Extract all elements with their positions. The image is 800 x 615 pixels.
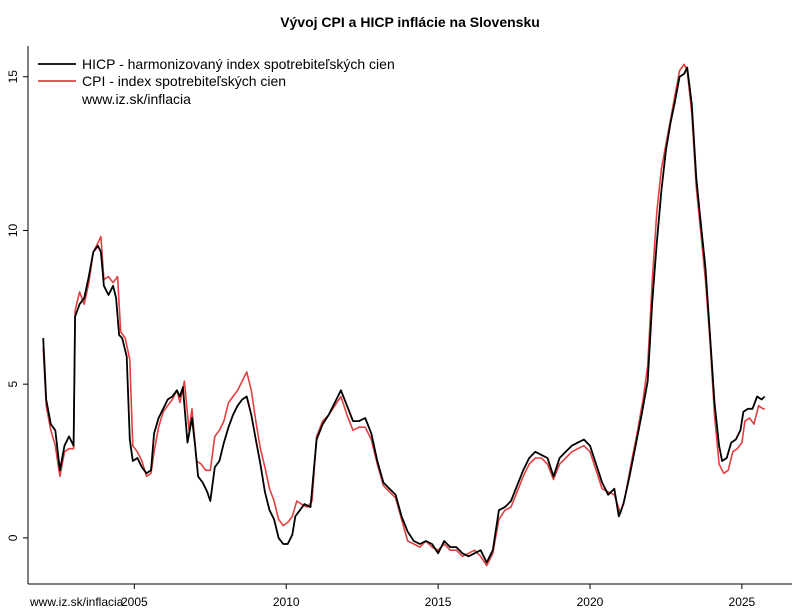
y-tick-label: 0 [6, 534, 20, 541]
y-tick-label: 15 [6, 70, 20, 84]
y-tick-label: 5 [6, 381, 20, 388]
series-line-cpi [42, 63, 765, 567]
series-layer [42, 63, 766, 567]
x-tick-label: 2010 [273, 595, 300, 609]
legend-label-cpi: CPI - index spotrebiteľských cien [82, 73, 286, 89]
x-tick-label: 2025 [729, 595, 756, 609]
x-tick-label: 2020 [577, 595, 604, 609]
axes: 0 5 10 15 2005 2010 2015 2020 2025 [6, 46, 792, 609]
series-line-hicp [42, 66, 766, 564]
legend-label-hicp: HICP - harmonizovaný index spotrebiteľsk… [82, 56, 395, 72]
legend-note: www.iz.sk/inflacia [81, 91, 191, 107]
x-tick-label: 2005 [121, 595, 148, 609]
watermark-text: www.iz.sk/inflacia [29, 595, 124, 609]
y-tick-label: 10 [6, 223, 20, 237]
chart-title: Vývoj CPI a HICP inflácie na Slovensku [280, 14, 540, 30]
legend: HICP - harmonizovaný index spotrebiteľsk… [38, 56, 395, 107]
x-tick-label: 2015 [425, 595, 452, 609]
